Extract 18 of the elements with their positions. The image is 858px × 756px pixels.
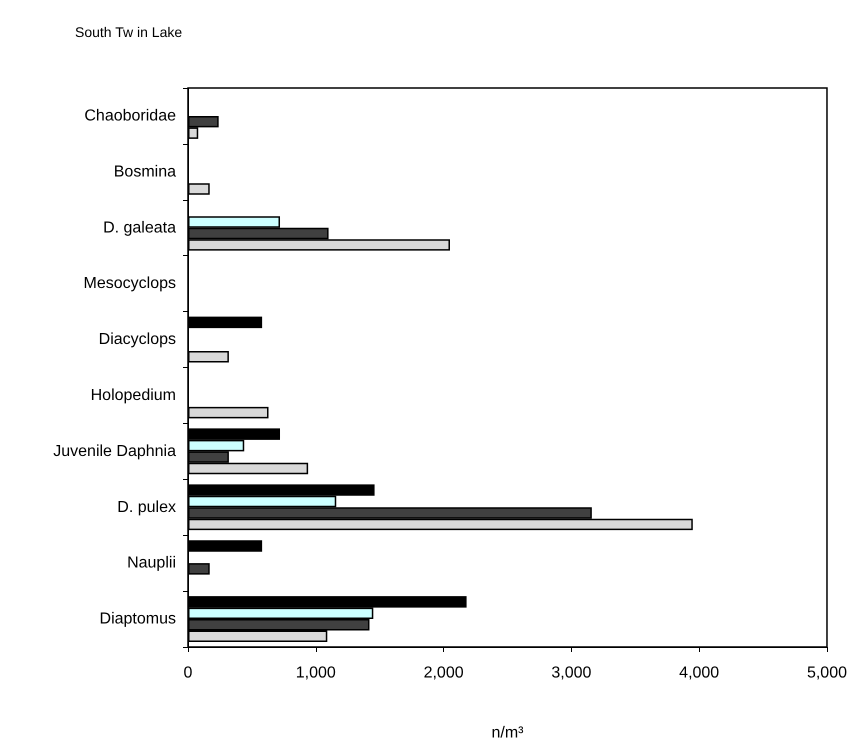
x-tick-label: 4,000 <box>679 664 720 682</box>
x-axis-title: n/m³ <box>491 724 524 742</box>
x-tick-label: 0 <box>184 664 193 682</box>
y-tick-label: Juvenile Daphnia <box>53 442 176 460</box>
x-tick-label: 1,000 <box>296 664 336 682</box>
y-tick-label: Diacyclops <box>98 331 176 348</box>
y-tick-label: D. pulex <box>117 498 176 516</box>
y-tick-label: Holopedium <box>90 386 176 404</box>
x-tick-label: 2,000 <box>424 664 464 682</box>
y-tick-label: D. galeata <box>103 219 176 236</box>
y-tick-label: Nauplii <box>127 554 176 572</box>
chart-title: South Tw in Lake <box>75 24 182 40</box>
y-tick-label: Bosmina <box>114 163 176 180</box>
y-tick-label: Chaoboridae <box>84 107 176 124</box>
y-tick-label: Diaptomus <box>100 610 176 628</box>
x-tick-label: 5,000 <box>806 664 848 682</box>
x-tick-label: 3,000 <box>551 664 592 682</box>
y-tick-label: Mesocyclops <box>84 275 176 292</box>
